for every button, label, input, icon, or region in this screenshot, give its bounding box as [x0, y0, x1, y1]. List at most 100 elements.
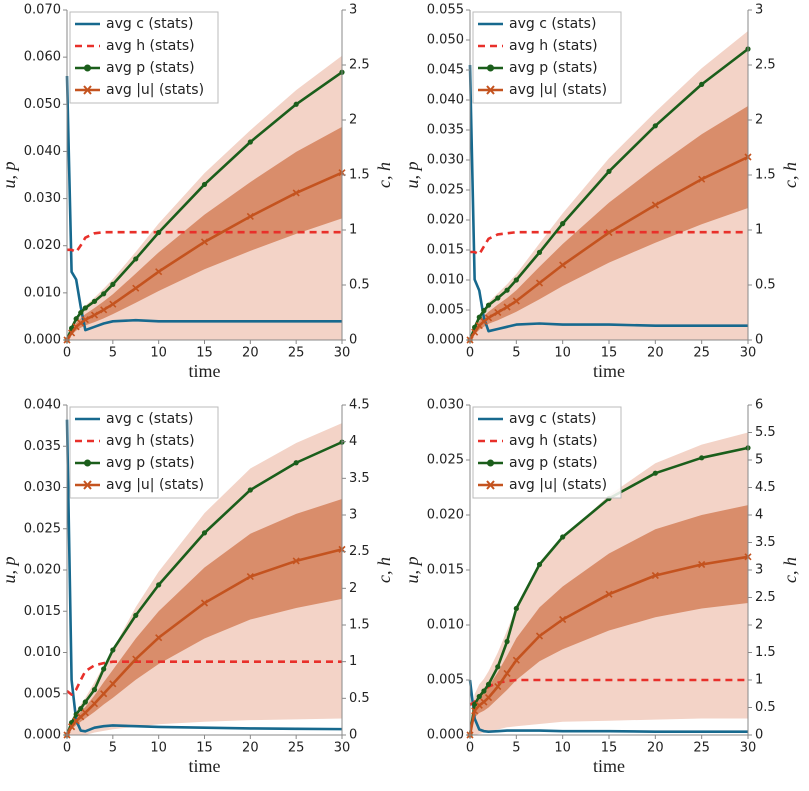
legend-label: avg h (stats) [509, 38, 598, 54]
y-tick-label: 0.030 [427, 153, 464, 168]
point-marker [698, 560, 706, 569]
y-tick-label: 0.010 [24, 285, 61, 300]
point-marker [82, 305, 88, 311]
legend-marker [84, 459, 91, 467]
point-marker [559, 615, 567, 624]
point-marker [485, 302, 492, 308]
y2-tick-label: 4 [755, 508, 763, 523]
legend-label: avg |u| (stats) [106, 82, 204, 98]
y2-tick-label: 3 [349, 3, 357, 18]
panel: 0.000 0.005 0.010 0.015 0.020 0.025 0.030 0.035… [402, 3, 800, 382]
x-tick-label: 15 [196, 346, 213, 361]
point-marker [484, 314, 493, 322]
y2-tick-label: 0.5 [755, 278, 776, 293]
point-marker [91, 687, 98, 693]
y2-tick-label: 0 [349, 728, 357, 743]
point-marker [109, 300, 117, 308]
y-axis-label: u, p [402, 557, 422, 584]
y2-tick-label: 0 [349, 333, 357, 348]
y2-tick-label: 2 [755, 113, 763, 128]
y2-axis-label: c, h [780, 557, 800, 583]
x-tick-label: 10 [554, 741, 571, 756]
y2-tick-label: 3.5 [349, 471, 370, 486]
x-tick-label: 15 [601, 741, 618, 756]
point-marker [156, 582, 162, 588]
x-tick-label: 0 [466, 346, 474, 361]
legend-box [69, 11, 219, 104]
y2-tick-label: 2.5 [755, 58, 776, 73]
x-axis-label: time [189, 756, 221, 776]
point-marker [293, 101, 299, 107]
x-tick-label: 5 [109, 741, 117, 756]
point-marker [110, 647, 116, 653]
point-marker [485, 681, 492, 688]
point-marker [155, 268, 163, 276]
legend-marker [487, 64, 494, 72]
y-tick-label: 0.050 [24, 97, 61, 112]
point-marker [132, 284, 140, 292]
point-marker [651, 571, 659, 580]
legend-marker [83, 480, 92, 490]
y-tick-label: 0.020 [427, 213, 464, 228]
legend-label: avg h (stats) [106, 38, 195, 54]
y-tick-label: 0.010 [427, 273, 464, 288]
y2-tick-label: 1 [755, 673, 763, 688]
point-marker [513, 277, 519, 283]
series-line [66, 660, 342, 696]
x-tick-label: 10 [150, 741, 167, 756]
x-tick-label: 5 [512, 346, 520, 361]
point-marker [495, 295, 501, 301]
y-axis-label: u, p [0, 162, 19, 189]
y2-tick-label: 5 [755, 453, 763, 468]
y-tick-label: 0.000 [24, 728, 61, 743]
point-marker [78, 310, 84, 316]
y-tick-label: 0.020 [427, 508, 464, 523]
legend-label: avg c (stats) [509, 411, 596, 427]
series-line [65, 75, 342, 332]
point-marker [699, 455, 705, 461]
legend-label: avg c (stats) [106, 16, 193, 32]
point-marker [246, 573, 254, 581]
y-tick-label: 0.025 [427, 183, 464, 198]
y-tick-label: 0.070 [24, 3, 61, 18]
y-tick-label: 0.035 [24, 439, 61, 454]
x-axis-label: time [189, 361, 221, 381]
point-marker [155, 634, 163, 642]
y2-tick-label: 2.5 [349, 544, 370, 559]
point-marker [200, 238, 209, 246]
point-marker [484, 694, 493, 702]
legend-label: avg h (stats) [106, 433, 195, 449]
series-line [470, 230, 748, 256]
legend-label: avg |u| (stats) [106, 477, 204, 493]
point-marker [471, 707, 479, 715]
x-tick-label: 20 [647, 741, 664, 756]
point-marker [476, 693, 482, 700]
y2-tick-label: 0 [755, 728, 763, 743]
y2-tick-label: 0.5 [755, 700, 776, 715]
point-marker [536, 249, 543, 255]
point-marker [651, 201, 659, 209]
band [470, 31, 748, 340]
panel: 0.000 0.010 0.020 0.030 0.040 0.050 0.060 0.070… [0, 3, 394, 382]
point-marker [698, 175, 706, 183]
x-tick-label: 25 [288, 346, 305, 361]
y-tick-label: 0.030 [24, 480, 61, 495]
point-marker [559, 261, 567, 269]
y-tick-label: 0.015 [427, 563, 464, 578]
point-marker [68, 329, 76, 337]
x-tick-label: 0 [63, 741, 71, 756]
legend-label: avg |u| (stats) [509, 477, 607, 493]
y2-axis-label: c, h [374, 557, 394, 583]
x-tick-label: 25 [288, 741, 305, 756]
x-axis-label: time [593, 361, 625, 381]
y-tick-label: 0.015 [24, 604, 61, 619]
point-marker [73, 711, 79, 717]
point-marker [560, 534, 566, 540]
y-tick-label: 0.005 [427, 673, 464, 688]
y2-tick-label: 2.5 [349, 58, 370, 73]
point-marker [293, 460, 299, 466]
point-marker [292, 189, 300, 197]
point-marker [503, 303, 511, 311]
y-tick-label: 0.025 [427, 453, 464, 468]
y-tick-label: 0.020 [24, 238, 61, 253]
